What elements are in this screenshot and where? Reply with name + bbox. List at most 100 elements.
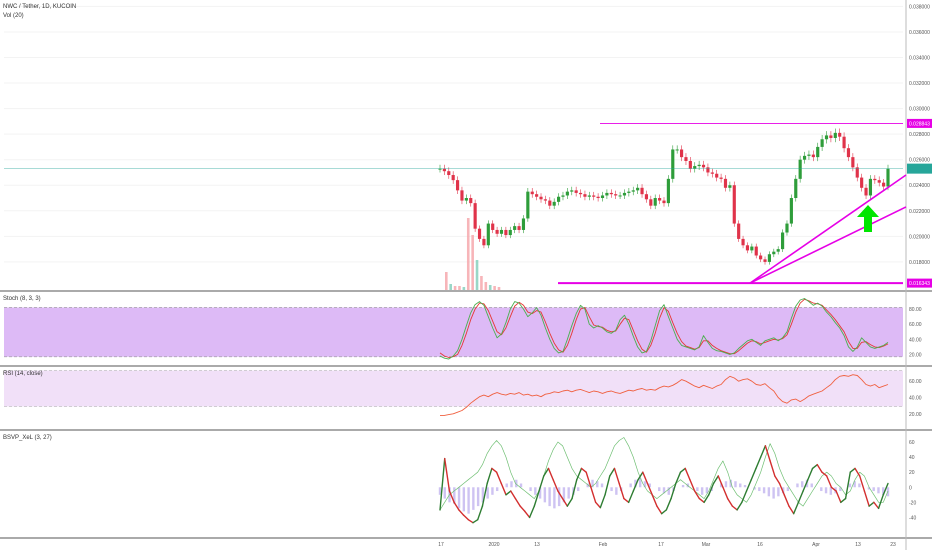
bsvp-main-segment — [807, 467, 814, 481]
bsvp-main-segment — [439, 457, 446, 511]
bsvp-main-segment — [769, 460, 776, 477]
bsvp-histogram-bar — [481, 487, 485, 503]
candle-body — [622, 192, 627, 196]
volume-bar — [466, 218, 470, 290]
bsvp-histogram-bar — [743, 485, 747, 488]
bsvp-main-segment — [693, 490, 701, 500]
candle-body — [477, 228, 482, 239]
candle-body — [535, 194, 539, 197]
bsvp-main-segment — [543, 467, 550, 477]
volume-bar — [497, 287, 501, 290]
volume-bar — [458, 286, 461, 290]
candle-body — [614, 194, 618, 196]
bsvp-histogram-bar — [538, 487, 542, 499]
candle-body — [495, 229, 499, 234]
bsvp-main-segment — [599, 494, 606, 509]
bsvp-main-segment — [609, 467, 616, 477]
x-tick-label: Apr — [812, 542, 820, 548]
candle-body — [719, 177, 723, 179]
candle-body — [807, 154, 811, 156]
volume-bar — [493, 286, 496, 290]
candle-body — [763, 259, 767, 262]
candle-body — [829, 135, 833, 138]
bsvp-histogram-bar — [443, 487, 446, 499]
bsvp-histogram-bar — [634, 479, 637, 488]
bsvp-main-segment — [755, 456, 762, 470]
candle-body — [759, 255, 763, 260]
candle-body — [486, 223, 490, 246]
bsvp-histogram-bar — [858, 483, 861, 488]
x-tick-label: 17 — [438, 542, 444, 548]
candle-body — [464, 198, 468, 201]
candle-body — [860, 177, 864, 188]
bsvp-main-segment — [528, 505, 536, 519]
candle-body — [561, 195, 565, 197]
candle-body — [658, 198, 662, 201]
price-tick-label: 0.038000 — [909, 4, 930, 10]
bsvp-main-segment — [792, 501, 800, 515]
bsvp-main-segment — [679, 467, 686, 473]
bsvp-main-segment — [684, 467, 691, 481]
price-tick-label: 0.030000 — [909, 107, 930, 113]
bsvp-histogram-bar — [867, 487, 871, 490]
bsvp-histogram-bar — [824, 487, 828, 494]
bsvp-main-segment — [514, 497, 521, 507]
price-tick-label: 0.034000 — [909, 55, 930, 61]
candle-body — [776, 249, 780, 252]
bsvp-tick-label: -40 — [909, 515, 916, 521]
bsvp-main-segment — [623, 497, 630, 504]
candle-body — [666, 178, 670, 204]
bsvp-histogram-bar — [696, 487, 699, 492]
candle-body — [442, 168, 446, 172]
bsvp-histogram-bar — [519, 483, 523, 488]
stoch-tick-label: 60.00 — [909, 322, 922, 328]
candle-body — [508, 229, 512, 236]
bsvp-histogram-bar — [629, 483, 632, 488]
bsvp-main-segment — [882, 482, 889, 496]
bsvp-main-segment — [759, 445, 767, 458]
volume-bar — [471, 235, 474, 290]
bsvp-histogram-bar — [515, 479, 518, 488]
bsvp-main-segment — [472, 518, 479, 524]
bsvp-histogram-bar — [700, 487, 704, 495]
stoch-title: Stoch (8, 3, 3) — [3, 296, 41, 302]
price-tick-label: 0.026000 — [909, 158, 930, 164]
bsvp-main-segment — [458, 509, 465, 516]
bsvp-histogram-bar — [534, 487, 537, 495]
candle-body — [504, 229, 508, 236]
x-tick-label: 2020 — [488, 542, 499, 548]
candle-body — [631, 190, 635, 192]
bsvp-main-segment — [448, 490, 455, 504]
candle-body — [741, 238, 745, 246]
candle-body — [838, 132, 842, 137]
candle-body — [855, 167, 859, 178]
bsvp-histogram-bar — [476, 487, 480, 507]
candle-body — [882, 182, 886, 187]
bsvp-main-segment — [863, 490, 870, 507]
bsvp-main-segment — [660, 509, 668, 515]
bsvp-histogram-bar — [705, 487, 709, 494]
candle-body — [873, 178, 877, 181]
bsvp-histogram-bar — [877, 487, 880, 494]
candle-body — [737, 223, 741, 239]
bsvp-histogram-bar — [820, 487, 823, 492]
bsvp-histogram-bar — [643, 481, 647, 488]
candle-body — [846, 148, 851, 158]
bsvp-main-segment — [590, 486, 597, 504]
candle-body — [552, 201, 556, 206]
candle-body — [513, 226, 517, 230]
candle-body — [675, 149, 679, 151]
candle-body — [781, 232, 785, 250]
bsvp-histogram-bar — [529, 487, 532, 492]
bsvp-histogram-bar — [667, 487, 670, 495]
bsvp-main-segment — [495, 471, 503, 485]
bsvp-main-segment — [797, 490, 804, 504]
bsvp-main-segment — [547, 467, 554, 481]
candle-body — [530, 191, 534, 195]
candle-body — [802, 155, 807, 160]
bsvp-histogram-bar — [829, 487, 833, 495]
bsvp-main-segment — [646, 482, 653, 496]
volume-bar — [462, 287, 466, 290]
